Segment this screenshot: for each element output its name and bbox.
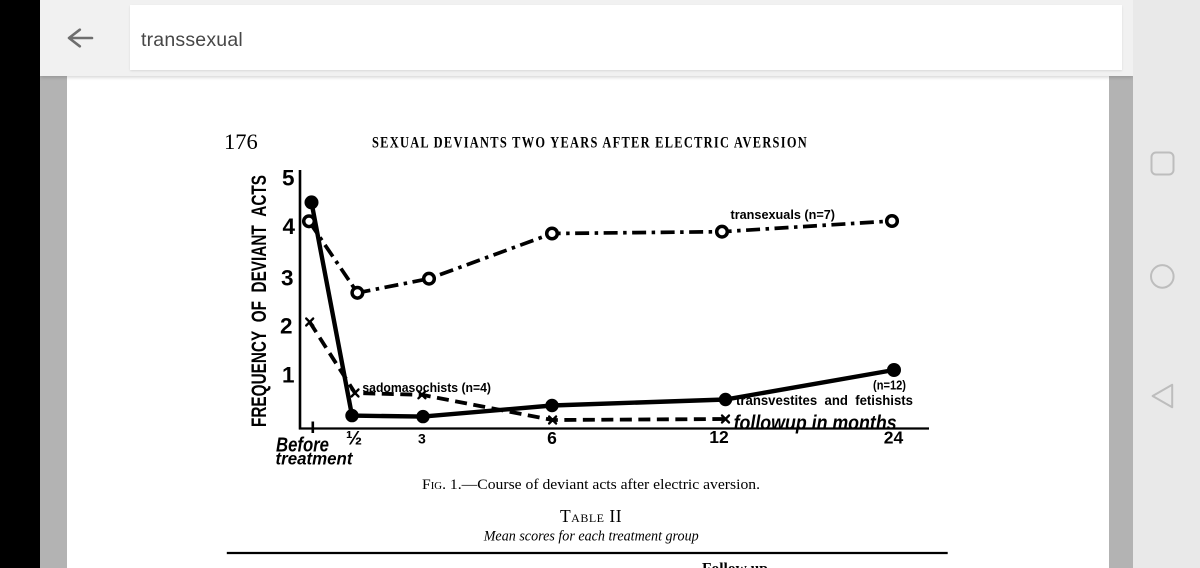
svg-text:2: 2 — [280, 314, 293, 339]
svg-text:176: 176 — [224, 129, 258, 154]
svg-text:6: 6 — [547, 428, 557, 448]
svg-text:SEXUAL DEVIANTS TWO YEARS AFTE: SEXUAL DEVIANTS TWO YEARS AFTER ELECTRIC… — [372, 135, 808, 152]
svg-text:Table II: Table II — [560, 506, 622, 526]
svg-text:3: 3 — [281, 266, 294, 291]
svg-text:3: 3 — [418, 430, 426, 446]
svg-text:transvestites and fetishists: transvestites and fetishists — [736, 393, 913, 408]
svg-text:1: 1 — [282, 363, 295, 388]
svg-text:12: 12 — [709, 427, 729, 447]
svg-text:½: ½ — [346, 428, 362, 450]
svg-text:followup in months: followup in months — [734, 413, 897, 435]
svg-text:sadomasochists (n=4): sadomasochists (n=4) — [362, 380, 491, 395]
svg-text:treatment: treatment — [276, 449, 354, 469]
svg-text:5: 5 — [282, 166, 295, 191]
svg-text:24: 24 — [884, 428, 904, 448]
svg-text:Mean scores for each treatment: Mean scores for each treatment group — [483, 529, 699, 545]
svg-text:FREQUENCY OF DEVIANT ACTS: FREQUENCY OF DEVIANT ACTS — [248, 175, 271, 427]
svg-text:transexuals (n=7): transexuals (n=7) — [731, 207, 836, 222]
svg-text:(n=12): (n=12) — [873, 379, 906, 393]
svg-text:Follow up: Follow up — [702, 561, 768, 568]
svg-text:4: 4 — [282, 214, 295, 239]
svg-text:Before: Before — [276, 434, 329, 456]
svg-text:Fig. 1.—Course of deviant acts: Fig. 1.—Course of deviant acts after ele… — [422, 477, 760, 493]
